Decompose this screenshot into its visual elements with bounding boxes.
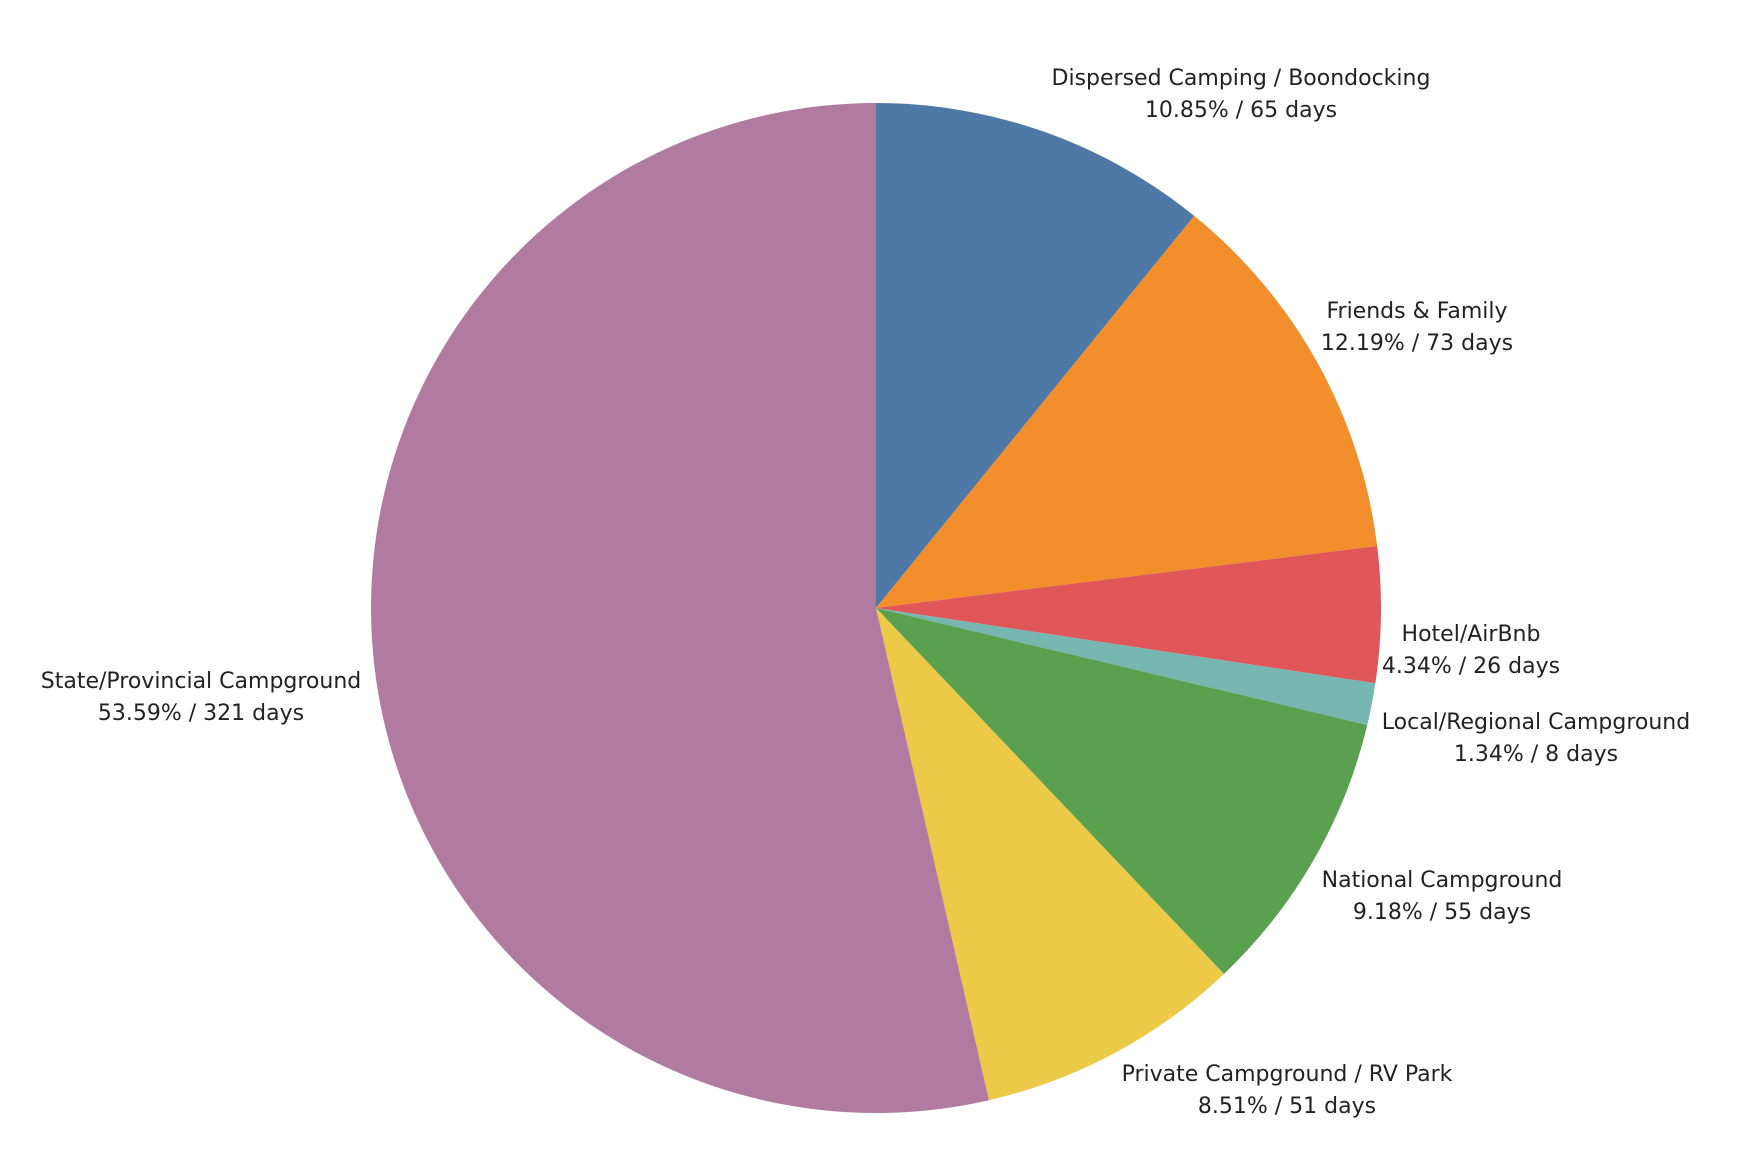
slice-label-value: 9.18% / 55 days: [1353, 900, 1531, 925]
pie-slice-local-regional-campground: [876, 608, 1376, 725]
pie-slice-friends-family: [876, 215, 1378, 608]
pie-slice-dispersed-camping-boondocking: [876, 103, 1195, 608]
slice-label-value: 8.51% / 51 days: [1198, 1094, 1376, 1119]
pie-slice-national-campground: [876, 608, 1368, 974]
slice-label-name: Local/Regional Campground: [1382, 710, 1690, 735]
slice-label-name: Friends & Family: [1326, 299, 1507, 324]
slice-label-value: 4.34% / 26 days: [1382, 654, 1560, 679]
pie-slice-hotel-airbnb: [876, 545, 1382, 684]
slice-label-name: State/Provincial Campground: [41, 669, 362, 694]
slice-label-value: 53.59% / 321 days: [98, 701, 304, 726]
slice-label-name: Private Campground / RV Park: [1122, 1062, 1453, 1087]
pie-slice-private-campground-rv-park: [876, 608, 1224, 1101]
slice-label-value: 12.19% / 73 days: [1321, 331, 1513, 356]
slice-label-value: 10.85% / 65 days: [1145, 98, 1337, 123]
pie-slice-state-provincial-campground: [371, 103, 989, 1113]
pie-slices: [371, 103, 1382, 1113]
pie-labels: Dispersed Camping / Boondocking 10.85% / …: [41, 66, 1690, 1119]
slice-label-value: 1.34% / 8 days: [1454, 742, 1618, 767]
slice-label-name: Hotel/AirBnb: [1402, 622, 1541, 647]
slice-label-name: National Campground: [1322, 868, 1563, 893]
slice-label-name: Dispersed Camping / Boondocking: [1052, 66, 1431, 91]
